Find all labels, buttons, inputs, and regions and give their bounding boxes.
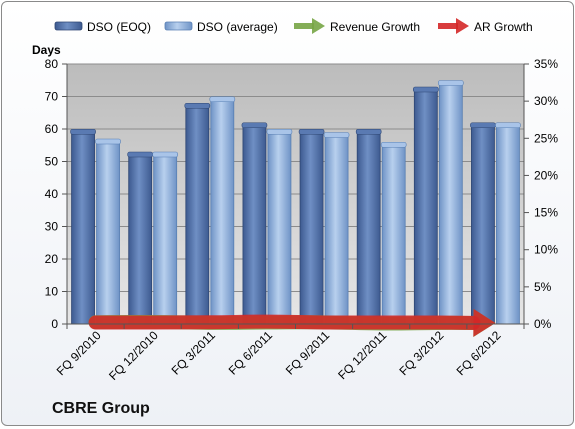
x-tick-label: FQ 9/2010 (54, 328, 104, 378)
y-tick-label: 80 (45, 57, 59, 71)
bar-dso-eoq-6 (413, 89, 438, 325)
y-tick-label: 30 (45, 220, 59, 234)
y-axis-title: Days (32, 43, 61, 57)
legend-label-ar-growth: AR Growth (474, 20, 533, 34)
bar-cap (438, 80, 464, 86)
arrowhead-ar-growth (473, 308, 496, 337)
y2-tick-label: 25% (534, 131, 558, 145)
y2-tick-label: 0% (534, 317, 552, 331)
bar-cap (209, 96, 236, 103)
legend-arrow-ar-growth (456, 18, 469, 34)
y-tick-label: 40 (45, 187, 59, 201)
bar-dso-average-1 (153, 154, 178, 325)
bar-cap (127, 151, 153, 158)
legend-label-dso-eoq-: DSO (EOQ) (87, 20, 151, 34)
bar-dso-average-0 (96, 141, 120, 325)
x-tick-label: FQ 9/2011 (283, 328, 333, 378)
bar-dso-eoq-3 (242, 125, 267, 325)
bar-dso-average-2 (210, 99, 235, 325)
bar-cap (70, 128, 96, 135)
bar-dso-average-6 (438, 83, 463, 325)
x-tick-label: FQ 3/2011 (169, 328, 219, 378)
y-tick-label: 10 (45, 285, 59, 299)
bar-dso-eoq-0 (71, 131, 95, 325)
x-tick-label: FQ 12/2010 (106, 328, 161, 383)
x-tick-label: FQ 6/2012 (454, 328, 504, 378)
y-tick-label: 60 (45, 122, 59, 136)
bar-cap (241, 122, 268, 129)
bar-dso-eoq-5 (356, 131, 381, 325)
x-tick-label: FQ 12/2011 (335, 328, 389, 382)
bar-cap (413, 86, 439, 93)
bar-cap (184, 102, 211, 109)
bar-cap (323, 132, 350, 138)
x-tick-label: FQ 6/2011 (226, 328, 276, 378)
line-ar-growth (88, 314, 481, 330)
bar-dso-average-4 (324, 135, 349, 325)
y-tick-label: 20 (45, 252, 59, 266)
y2-tick-label: 10% (534, 243, 558, 257)
bar-cap (470, 122, 496, 129)
bar-dso-average-7 (496, 125, 520, 325)
bar-dso-average-5 (381, 144, 406, 325)
y2-tick-label: 20% (534, 168, 558, 182)
company-name: CBRE Group (52, 400, 150, 417)
bar-cap (355, 128, 382, 135)
y-tick-label: 50 (45, 155, 59, 169)
y2-tick-label: 15% (534, 206, 558, 220)
y2-tick-label: 35% (534, 57, 558, 71)
y-tick-label: 0 (51, 317, 58, 331)
bar-dso-eoq-7 (471, 125, 495, 325)
bar-cap (266, 128, 293, 135)
x-tick-label: FQ 3/2012 (396, 328, 446, 378)
bar-dso-eoq-1 (128, 154, 153, 325)
y2-tick-label: 30% (534, 94, 558, 108)
bar-dso-average-3 (267, 131, 292, 325)
y2-tick-label: 5% (534, 280, 552, 294)
legend-label-revenue-growth: Revenue Growth (330, 20, 420, 34)
bar-dso-eoq-2 (185, 105, 210, 325)
bar-cap (95, 138, 121, 145)
bar-cap (298, 128, 325, 135)
legend-label-dso-average-: DSO (average) (197, 20, 278, 34)
legend-swatch-dso-average- (164, 21, 193, 31)
bar-cap (152, 151, 178, 158)
legend-swatch-dso-eoq- (54, 21, 83, 31)
bar-cap (380, 141, 407, 148)
legend-arrow-revenue-growth (312, 18, 325, 34)
y-tick-label: 70 (45, 90, 59, 104)
bar-dso-eoq-4 (299, 131, 324, 325)
bar-cap (495, 122, 521, 129)
